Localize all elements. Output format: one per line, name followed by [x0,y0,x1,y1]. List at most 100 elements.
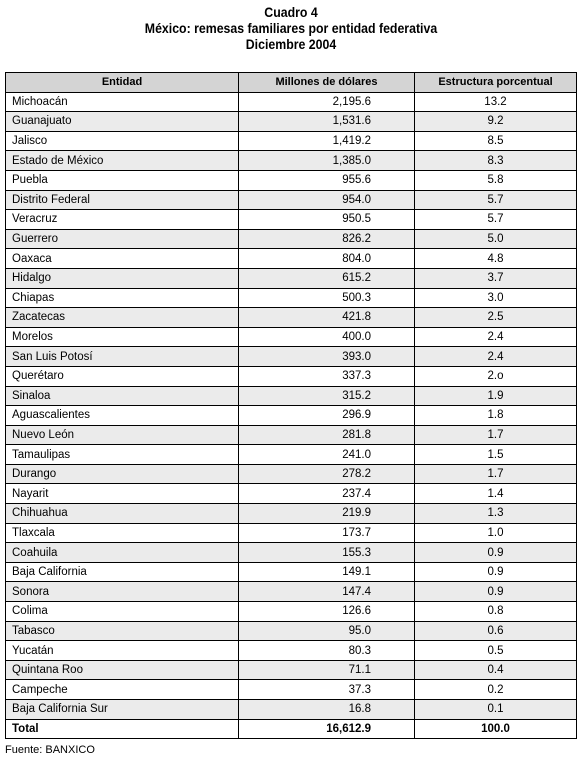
cell-millones: 954.0 [238,189,415,211]
cell-estructura: 0.2 [414,679,577,700]
table-row: Colima 126.6 0.8 [5,601,577,622]
table-row: Tlaxcala 173.7 1.0 [5,522,577,544]
table-row: Quintana Roo 71.1 0.4 [5,659,577,681]
cell-millones: 826.2 [238,228,415,250]
cell-estructura: 3.0 [414,287,577,309]
table-row: Veracruz 950.5 5.7 [5,209,577,230]
cell-millones: 315.2 [238,385,415,407]
cell-millones: 2,195.6 [238,91,415,113]
cell-millones: 1,385.0 [238,150,415,171]
cell-estructura: 1.7 [414,424,577,446]
cell-millones: 615.2 [238,267,415,289]
cell-millones: 500.3 [238,287,415,309]
table-row: Estado de México 1,385.0 8.3 [5,150,577,171]
table-row: Guerrero 826.2 5.0 [5,228,577,250]
cell-millones: 237.4 [238,483,415,505]
table-row: Coahuila 155.3 0.9 [5,542,577,563]
cell-estructura: 0.8 [414,601,577,622]
cell-estructura: 0.9 [414,561,577,583]
cell-estructura: 3.7 [414,267,577,289]
remittances-table: Entidad Millones de dólares Estructura p… [5,72,577,740]
cell-millones: 80.3 [238,640,415,661]
cell-entidad: Querétaro [5,365,239,387]
cell-millones: 296.9 [238,405,415,426]
cell-entidad: Tamaulipas [5,444,239,465]
cell-entidad: Chiapas [5,287,239,309]
table-row: Distrito Federal 954.0 5.7 [5,189,577,211]
table-row: Querétaro 337.3 2.o [5,365,577,387]
cell-estructura: 0.9 [414,542,577,563]
cell-millones: 950.5 [238,209,415,230]
cell-entidad: San Luis Potosí [5,346,239,367]
table-row: Guanajuato 1,531.6 9.2 [5,111,577,132]
cell-entidad: Estado de México [5,150,239,171]
total-value: 16,612.9 [238,718,415,740]
table-row: Michoacán 2,195.6 13.2 [5,91,577,113]
cell-millones: 421.8 [238,307,415,328]
total-row: Total 16,612.9 100.0 [5,718,577,740]
table-row: Yucatán 80.3 0.5 [5,640,577,661]
cell-millones: 37.3 [238,679,415,700]
cell-millones: 241.0 [238,444,415,465]
table-row: Puebla 955.6 5.8 [5,169,577,191]
cell-entidad: Oaxaca [5,248,239,269]
cell-entidad: Baja California [5,561,239,583]
cell-millones: 281.8 [238,424,415,446]
cell-millones: 16.8 [238,699,415,720]
table-title: Cuadro 4 México: remesas familiares por … [35,4,547,52]
table-row: Jalisco 1,419.2 8.5 [5,130,577,152]
cell-entidad: Chihuahua [5,503,239,524]
cell-millones: 95.0 [238,620,415,642]
title-line-2: México: remesas familiares por entidad f… [144,20,438,36]
total-label: Total [5,718,239,740]
table-row: Sonora 147.4 0.9 [5,581,577,603]
cell-entidad: Guerrero [5,228,239,250]
cell-estructura: 4.8 [414,248,577,269]
cell-millones: 155.3 [238,542,415,563]
table-row: Tamaulipas 241.0 1.5 [5,444,577,465]
table-row: Chihuahua 219.9 1.3 [5,503,577,524]
cell-estructura: 1.0 [414,522,577,544]
cell-estructura: 0.1 [414,699,577,720]
cell-entidad: Coahuila [5,542,239,563]
header-row: Entidad Millones de dólares Estructura p… [5,72,577,93]
cell-estructura: 2.o [414,365,577,387]
cell-entidad: Aguascalientes [5,405,239,426]
cell-millones: 147.4 [238,581,415,603]
table-row: Baja California 149.1 0.9 [5,561,577,583]
table-row: Nayarit 237.4 1.4 [5,483,577,505]
cell-entidad: Jalisco [5,130,239,152]
cell-millones: 126.6 [238,601,415,622]
table-row: Baja California Sur 16.8 0.1 [5,699,577,720]
title-line-1: Cuadro 4 [264,4,318,20]
cell-entidad: Guanajuato [5,111,239,132]
cell-estructura: 8.5 [414,130,577,152]
cell-estructura: 1.4 [414,483,577,505]
cell-estructura: 0.5 [414,640,577,661]
header-entidad: Entidad [5,72,239,93]
cell-estructura: 0.9 [414,581,577,603]
cell-estructura: 5.7 [414,209,577,230]
cell-entidad: Campeche [5,679,239,700]
cell-entidad: Hidalgo [5,267,239,289]
cell-entidad: Sinaloa [5,385,239,407]
cell-entidad: Quintana Roo [5,659,239,681]
cell-estructura: 1.8 [414,405,577,426]
source-note: Fuente: BANXICO [5,744,95,756]
cell-estructura: 1.5 [414,444,577,465]
table-row: Chiapas 500.3 3.0 [5,287,577,309]
table-row: Oaxaca 804.0 4.8 [5,248,577,269]
total-percent: 100.0 [414,718,577,740]
cell-millones: 278.2 [238,463,415,485]
table-row: San Luis Potosí 393.0 2.4 [5,346,577,367]
cell-estructura: 1.7 [414,463,577,485]
cell-millones: 955.6 [238,169,415,191]
cell-millones: 219.9 [238,503,415,524]
cell-estructura: 1.3 [414,503,577,524]
cell-entidad: Tlaxcala [5,522,239,544]
cell-entidad: Sonora [5,581,239,603]
header-millones: Millones de dólares [238,72,415,93]
cell-entidad: Nayarit [5,483,239,505]
cell-entidad: Yucatán [5,640,239,661]
cell-millones: 400.0 [238,326,415,348]
